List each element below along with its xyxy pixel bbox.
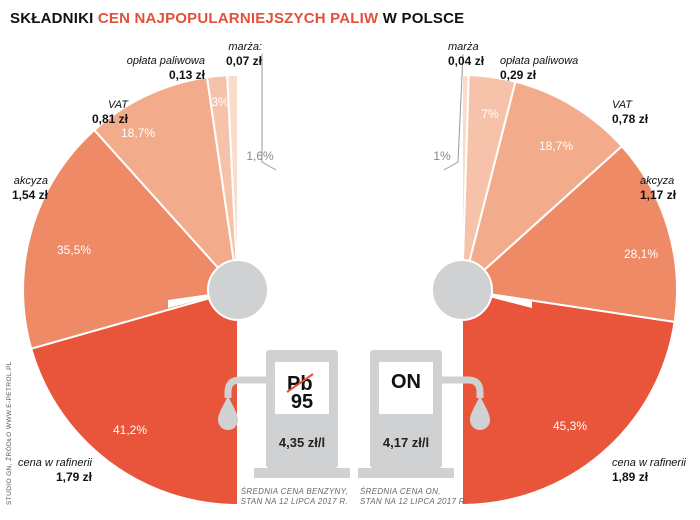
- slice-value-label: 0,29 zł: [500, 68, 537, 82]
- pump-hose: [442, 376, 484, 398]
- slice-percent-label: 41,2%: [113, 423, 147, 437]
- pump-window: [379, 362, 433, 414]
- fuel-label-on: ON: [391, 371, 421, 393]
- slice-percent-label: 45,3%: [553, 419, 587, 433]
- slice-name-label: cena w rafinerii: [612, 457, 687, 469]
- leader-line: [261, 54, 277, 171]
- slice-cena-w-rafinerii: [29, 288, 239, 507]
- pump-window: [275, 362, 329, 414]
- slice-name-label: VAT: [108, 99, 129, 111]
- pump-base: [254, 468, 350, 478]
- fuel-drop-icon: [470, 396, 490, 430]
- slice-value-label: 1,54 zł: [12, 188, 49, 202]
- pump-hose: [224, 376, 266, 398]
- pb-strike: [286, 373, 314, 393]
- slice-percent-label: 28,1%: [624, 247, 658, 261]
- slice-akcyza: [22, 128, 240, 350]
- slice-percent-label: 35,5%: [57, 243, 91, 257]
- fuel-drop-icon: [218, 396, 238, 430]
- slice-name-label: opłata paliwowa: [127, 55, 205, 67]
- slice-value-label: 0,04 zł: [448, 54, 485, 68]
- slice-name-label: opłata paliwowa: [500, 55, 578, 67]
- slice-cena-w-rafinerii: [461, 288, 676, 507]
- slice-name-label: akcyza: [640, 175, 674, 187]
- slice-value-label: 1,79 zł: [56, 470, 93, 484]
- avg-price: 4,35 zł/l: [279, 435, 325, 450]
- slice-percent-label: 18,7%: [539, 139, 573, 153]
- slice-mar-a: [226, 73, 239, 291]
- slice-vat: [92, 76, 240, 294]
- slice-percent-label: 7%: [481, 107, 499, 121]
- slice-value-label: 0,78 zł: [612, 112, 649, 126]
- slice-name-label: marża:: [228, 41, 262, 53]
- pie-hub: [431, 259, 493, 321]
- slice-percent-label: 1%: [433, 149, 451, 163]
- price-note-line-1: ŚREDNIA CENA BENZYNY,: [241, 487, 348, 496]
- slice-value-label: 0,13 zł: [169, 68, 206, 82]
- leader-line: [443, 53, 464, 171]
- slice-value-label: 0,07 zł: [226, 54, 263, 68]
- pie-hub: [207, 259, 269, 321]
- price-note-line-1: ŚREDNIA CENA ON,: [360, 487, 441, 496]
- chart-title: SKŁADNIKI CEN NAJPOPULARNIEJSZYCH PALIW …: [10, 10, 464, 27]
- title-part-1: SKŁADNIKI: [10, 10, 94, 27]
- title-part-3: W POLSCE: [382, 10, 465, 27]
- slice-name-label: marża: [448, 41, 479, 53]
- slice-percent-label: 18,7%: [121, 126, 155, 140]
- title-part-2: CEN NAJPOPULARNIEJSZYCH PALIW: [97, 10, 379, 27]
- pb95-pump: Pb 95 4,35 zł/l ŚREDNIA CENA BENZYNY, ST…: [218, 350, 350, 506]
- fuel-label-95: 95: [291, 391, 313, 413]
- slice-percent-label: 1,6%: [246, 149, 274, 163]
- slice-name-label: VAT: [612, 99, 633, 111]
- slice-value-label: 0,81 zł: [92, 112, 129, 126]
- slice-name-label: akcyza: [14, 175, 48, 187]
- slice-name-label: cena w rafinerii: [18, 457, 93, 469]
- slice-percent-label: 3%: [211, 95, 229, 109]
- on-pump: ON 4,17 zł/l ŚREDNIA CENA ON, STAN NA 12…: [358, 350, 490, 506]
- pump-base: [358, 468, 454, 478]
- slice-value-label: 1,89 zł: [612, 470, 649, 484]
- price-note-line-2: STAN NA 12 LIPCA 2017 R.: [360, 497, 467, 506]
- price-note-line-2: STAN NA 12 LIPCA 2017 R.: [241, 497, 348, 506]
- slice-akcyza: [459, 144, 678, 324]
- avg-price: 4,17 zł/l: [383, 435, 429, 450]
- slice-value-label: 1,17 zł: [640, 188, 677, 202]
- slice-vat: [460, 80, 624, 293]
